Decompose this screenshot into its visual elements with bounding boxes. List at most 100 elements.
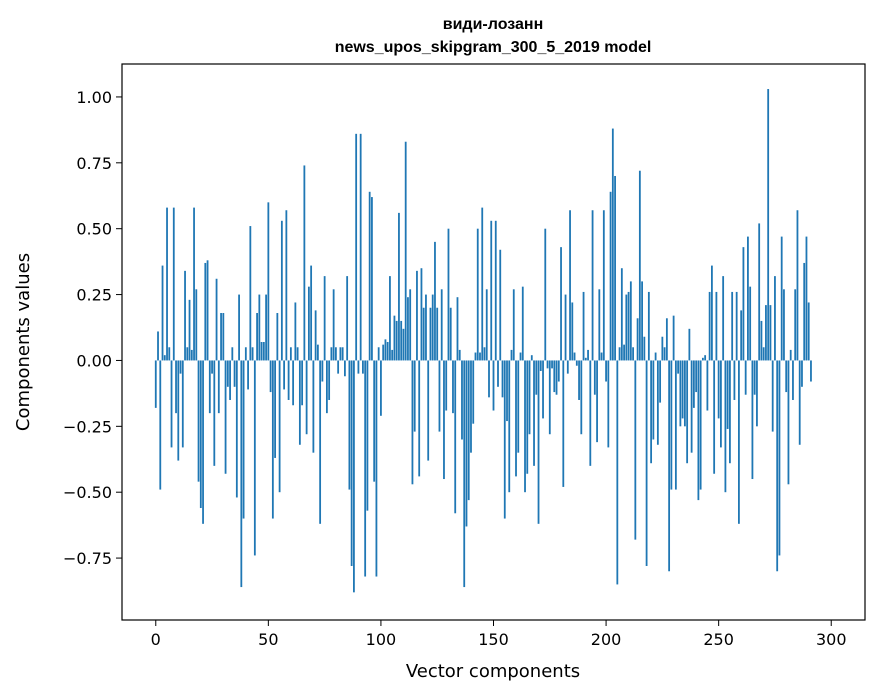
- bar: [346, 276, 349, 361]
- bar: [353, 360, 355, 593]
- bar: [233, 360, 236, 387]
- bar: [794, 289, 797, 361]
- y-tick-label: −0.75: [63, 549, 112, 568]
- bar: [740, 310, 743, 361]
- bar: [294, 302, 297, 361]
- bar: [769, 305, 772, 361]
- bar: [650, 360, 653, 464]
- x-tick-label: 50: [258, 630, 278, 649]
- bar: [206, 260, 209, 361]
- bar: [280, 220, 283, 361]
- chart-title: види-лозанн: [443, 16, 543, 33]
- bar: [172, 207, 175, 361]
- x-tick-label: 150: [478, 630, 509, 649]
- bar: [312, 360, 315, 453]
- bar: [706, 360, 709, 411]
- bar: [798, 360, 801, 445]
- y-tick-label: 0.75: [76, 154, 112, 173]
- bar: [717, 360, 720, 419]
- bar: [287, 360, 290, 400]
- bar: [321, 360, 324, 382]
- bar: [598, 289, 601, 361]
- bar: [454, 360, 457, 514]
- bar: [479, 352, 481, 361]
- bar: [668, 360, 671, 572]
- bar: [319, 360, 322, 524]
- bar: [316, 344, 319, 361]
- bar: [537, 360, 540, 524]
- bar: [659, 360, 662, 403]
- bar: [298, 360, 301, 445]
- bar: [681, 360, 684, 419]
- bar: [314, 310, 317, 361]
- bar: [334, 347, 337, 361]
- y-axis-ticks: −0.75 −0.50 −0.25 0.00 0.25 0.50 0.75 1.00: [63, 88, 122, 568]
- bar: [389, 276, 391, 361]
- bar: [380, 360, 382, 416]
- bar: [409, 289, 412, 361]
- bar: [542, 360, 544, 419]
- bar: [665, 318, 668, 361]
- bar: [157, 331, 159, 361]
- bar: [427, 360, 430, 461]
- bar: [573, 352, 576, 361]
- bar: [258, 294, 261, 361]
- bar: [805, 236, 808, 361]
- bar: [413, 360, 416, 432]
- bar: [589, 360, 592, 466]
- bar: [488, 360, 490, 398]
- bar: [645, 360, 648, 566]
- bar: [325, 360, 328, 414]
- bar: [474, 352, 477, 361]
- bar: [262, 342, 265, 361]
- bar: [359, 133, 362, 361]
- bar: [708, 291, 711, 361]
- bar: [508, 360, 511, 493]
- bar: [472, 360, 475, 424]
- bar: [339, 347, 342, 361]
- bar: [801, 360, 803, 387]
- bar: [580, 360, 583, 435]
- bar: [756, 360, 758, 427]
- bar: [803, 262, 806, 361]
- bar: [807, 302, 810, 361]
- bar: [762, 347, 765, 361]
- bar: [371, 197, 373, 361]
- bar: [260, 342, 263, 361]
- x-tick-label: 100: [366, 630, 397, 649]
- bar: [569, 210, 571, 361]
- bar: [368, 191, 371, 361]
- bar: [713, 360, 716, 474]
- bar: [778, 360, 781, 556]
- bar: [244, 347, 247, 361]
- bar: [629, 281, 632, 361]
- bar: [199, 360, 202, 509]
- bar: [188, 299, 191, 361]
- bar: [546, 360, 549, 369]
- bar: [564, 294, 567, 361]
- bars-group: [154, 89, 812, 593]
- bar: [195, 289, 198, 361]
- x-tick-label: 0: [151, 630, 161, 649]
- bar: [506, 360, 508, 422]
- bar: [704, 355, 707, 361]
- bar: [747, 236, 749, 361]
- bar: [609, 191, 612, 361]
- bar: [434, 241, 436, 361]
- bar: [749, 286, 752, 361]
- bar: [197, 360, 200, 482]
- bar: [670, 360, 673, 490]
- bar: [623, 344, 625, 361]
- bar: [375, 360, 378, 577]
- bar: [251, 347, 254, 361]
- bar: [528, 360, 531, 435]
- bar: [647, 291, 650, 361]
- bar: [780, 236, 783, 361]
- bar: [524, 360, 526, 493]
- bar: [796, 210, 799, 361]
- bar: [758, 223, 761, 361]
- bar: [328, 360, 331, 400]
- bar: [672, 315, 675, 361]
- bar: [526, 360, 529, 474]
- bar: [499, 249, 502, 361]
